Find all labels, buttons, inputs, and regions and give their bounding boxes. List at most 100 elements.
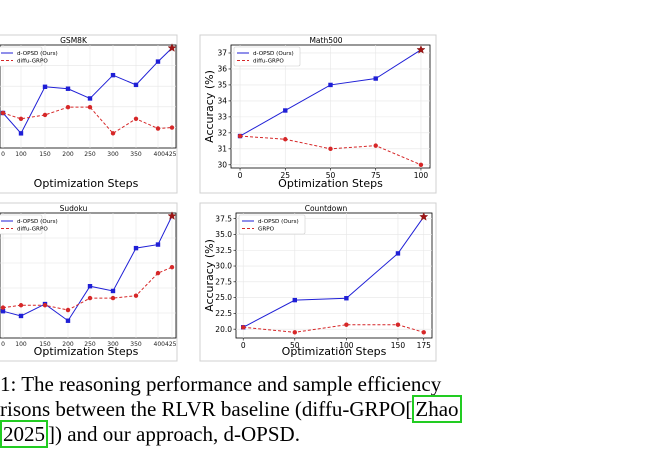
caption-line-3-text: ]) and our approach, d-OPSD. bbox=[48, 422, 300, 446]
x-tick-label: 100 bbox=[15, 151, 27, 158]
x-axis-label: Optimization Steps bbox=[282, 345, 387, 358]
series-line-1 bbox=[2, 106, 173, 135]
caption-line-2-text: risons between the RLVR baseline (diffu-… bbox=[0, 397, 413, 421]
data-point bbox=[328, 82, 333, 88]
data-point bbox=[110, 288, 116, 294]
y-tick-label: 37 bbox=[217, 49, 227, 58]
chart-panel-gsm8k: GSM8K 0 100 150 200 250 300 350 400425 Optimizati… bbox=[0, 34, 178, 194]
x-tick-label: 25 bbox=[280, 171, 290, 180]
data-point bbox=[169, 125, 175, 130]
data-point bbox=[421, 330, 426, 335]
legend-box bbox=[0, 214, 43, 235]
x-tick-label: 50 bbox=[326, 171, 336, 180]
data-point bbox=[42, 112, 48, 118]
data-point bbox=[110, 131, 116, 136]
x-tick-label: 250 bbox=[84, 341, 96, 348]
data-point bbox=[110, 295, 116, 301]
x-tick-label: 175 bbox=[417, 341, 432, 350]
data-point-star bbox=[167, 43, 177, 52]
x-tick-label: 200 bbox=[62, 151, 74, 158]
x-tick-label: 300 bbox=[107, 341, 119, 348]
data-point bbox=[283, 108, 288, 113]
data-point bbox=[18, 116, 24, 122]
x-tick-label: 0 bbox=[1, 151, 5, 158]
x-tick-label: 350 bbox=[130, 151, 142, 158]
data-point-star bbox=[419, 212, 429, 221]
citation-link[interactable]: Zhao bbox=[412, 395, 462, 423]
legend-entry: d-OPSD (Ours) bbox=[17, 219, 58, 225]
y-axis-label: Accuracy (%) bbox=[203, 70, 216, 143]
caption-line-3: 2025]) and our approach, d-OPSD. bbox=[0, 420, 300, 448]
data-point bbox=[155, 242, 161, 247]
x-axis-label: Optimization Steps bbox=[34, 177, 139, 190]
chart-title: Math500 bbox=[309, 36, 342, 45]
citation-link-year[interactable]: 2025 bbox=[0, 420, 48, 448]
x-tick-label: 200 bbox=[62, 341, 74, 348]
data-point bbox=[110, 72, 116, 78]
y-tick-label: 35 bbox=[217, 81, 227, 90]
chart-panel-math500: Math500 0 25 50 75 100 30 31 32 33 34 35 36 37 Accurac… bbox=[199, 34, 437, 194]
caption-line-2: risons between the RLVR baseline (diffu-… bbox=[0, 395, 462, 423]
data-point bbox=[87, 295, 93, 301]
x-tick-label: 150 bbox=[391, 341, 406, 350]
data-point bbox=[344, 322, 349, 327]
data-point bbox=[65, 86, 71, 91]
data-point bbox=[42, 303, 48, 308]
data-point bbox=[65, 104, 71, 110]
data-point bbox=[65, 318, 71, 323]
y-tick-label: 32.5 bbox=[215, 246, 232, 255]
data-point bbox=[169, 264, 175, 270]
data-point bbox=[155, 126, 161, 131]
legend-entry: d-OPSD (Ours) bbox=[253, 51, 294, 57]
data-point bbox=[65, 307, 71, 313]
data-point-star bbox=[416, 45, 426, 54]
caption-line-1: 1: The reasoning performance and sample … bbox=[0, 372, 442, 396]
plot-area bbox=[0, 212, 177, 339]
x-tick-label: 0 bbox=[238, 171, 243, 180]
plot-area bbox=[235, 212, 433, 339]
y-tick-label: 37.5 bbox=[215, 214, 232, 223]
x-tick-label: 350 bbox=[130, 341, 142, 348]
legend-entry: diffu-GRPO bbox=[17, 227, 48, 233]
x-tick-label: 50 bbox=[290, 341, 300, 350]
data-point bbox=[133, 116, 139, 122]
legend-entry: diffu-GRPO bbox=[253, 59, 284, 65]
data-point bbox=[133, 293, 139, 298]
legend-entry: d-OPSD (Ours) bbox=[258, 219, 299, 225]
data-point bbox=[155, 270, 161, 276]
data-point bbox=[0, 309, 6, 314]
data-point bbox=[87, 284, 93, 289]
data-point bbox=[418, 162, 424, 168]
data-point bbox=[18, 313, 24, 319]
data-point bbox=[87, 104, 93, 110]
y-tick-label: 30.0 bbox=[215, 262, 232, 271]
data-point bbox=[18, 303, 24, 308]
x-tick-label: 400425 bbox=[154, 341, 177, 348]
data-point bbox=[133, 245, 139, 251]
y-tick-label: 36 bbox=[217, 65, 227, 74]
chart-title: GSM8K bbox=[60, 36, 88, 45]
data-point bbox=[18, 131, 24, 136]
chart-title: Countdown bbox=[305, 204, 348, 213]
data-point bbox=[292, 330, 297, 335]
data-point bbox=[373, 76, 378, 81]
x-axis-label: Optimization Steps bbox=[34, 345, 139, 358]
x-tick-label: 100 bbox=[15, 341, 27, 348]
data-point bbox=[87, 96, 93, 101]
legend-entry: d-OPSD (Ours) bbox=[17, 51, 58, 57]
y-tick-label: 35.0 bbox=[215, 230, 232, 239]
y-tick-label: 22.5 bbox=[215, 309, 232, 318]
data-point bbox=[344, 296, 349, 301]
x-tick-label: 300 bbox=[107, 151, 119, 158]
data-point bbox=[0, 305, 6, 310]
data-point bbox=[395, 322, 401, 327]
x-tick-label: 400425 bbox=[154, 151, 177, 158]
y-tick-label: 25.0 bbox=[215, 293, 232, 302]
data-point bbox=[373, 143, 378, 148]
x-tick-label: 150 bbox=[39, 341, 51, 348]
data-point bbox=[283, 137, 288, 142]
data-point bbox=[133, 82, 139, 88]
y-tick-label: 27.5 bbox=[215, 277, 232, 286]
data-point bbox=[0, 110, 6, 116]
y-tick-label: 32 bbox=[217, 128, 227, 137]
